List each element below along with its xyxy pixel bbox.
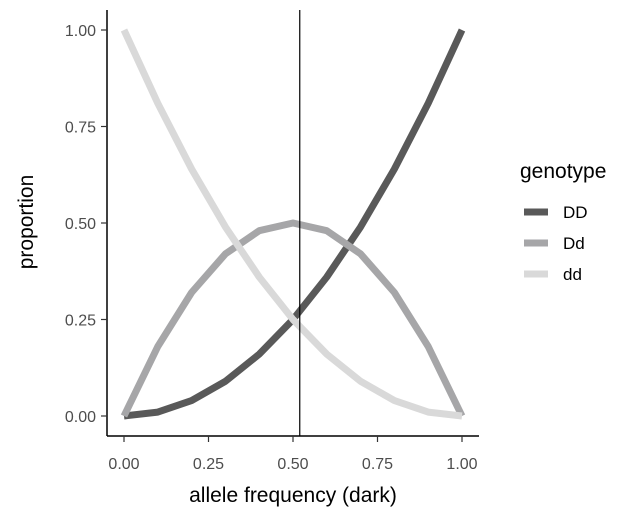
legend: genotype DD Dd dd bbox=[520, 160, 606, 284]
legend-label-dd: dd bbox=[563, 265, 582, 284]
x-tick-label: 1.00 bbox=[446, 456, 477, 473]
y-axis-title: proportion bbox=[15, 175, 38, 270]
x-tick-label: 0.25 bbox=[193, 456, 224, 473]
y-tick-label: 1.00 bbox=[65, 23, 96, 40]
series-line-dd bbox=[120, 219, 466, 418]
series-line-dd bbox=[120, 28, 463, 420]
y-tick-label: 0.50 bbox=[65, 216, 96, 233]
x-axis-title: allele frequency (dark) bbox=[189, 484, 397, 507]
ticks-layer: 0.00 0.25 0.50 0.75 1.00 0.00 0.25 0.50 0.75 1.00 bbox=[65, 23, 478, 473]
x-tick-label: 0.50 bbox=[277, 456, 308, 473]
y-tick-label: 0.75 bbox=[65, 120, 96, 137]
legend-title: genotype bbox=[520, 160, 606, 183]
legend-items: DD Dd dd bbox=[524, 203, 588, 284]
x-tick-label: 0.75 bbox=[362, 456, 393, 473]
legend-label-dd: Dd bbox=[563, 234, 585, 253]
y-tick-label: 0.25 bbox=[65, 313, 96, 330]
legend-label-dd: DD bbox=[563, 203, 588, 222]
marks-layer bbox=[120, 28, 466, 420]
x-tick-label: 0.00 bbox=[108, 456, 139, 473]
y-tick-label: 0.00 bbox=[65, 409, 96, 426]
